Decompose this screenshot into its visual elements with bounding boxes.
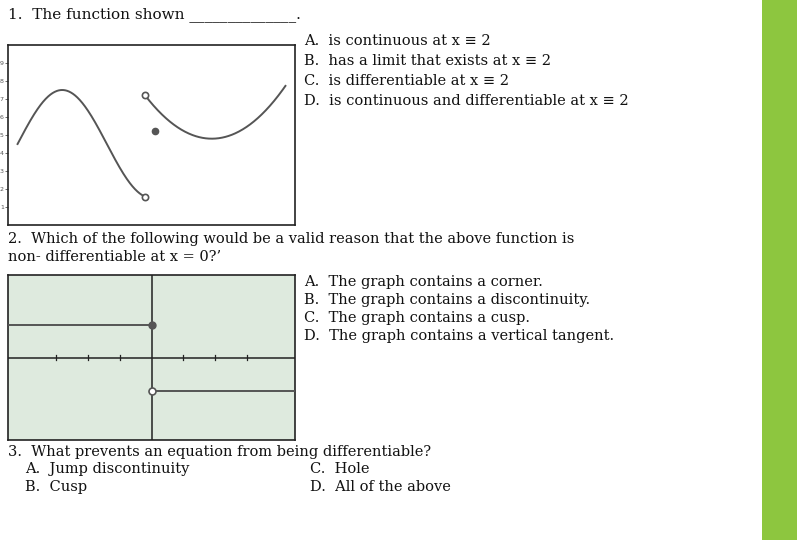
Text: B.  has a limit that exists at x ≡ 2: B. has a limit that exists at x ≡ 2: [304, 54, 551, 68]
Text: D.  All of the above: D. All of the above: [310, 480, 451, 494]
Text: C.  The graph contains a cusp.: C. The graph contains a cusp.: [304, 311, 530, 325]
Text: B.  Cusp: B. Cusp: [25, 480, 87, 494]
Bar: [762, 0, 797, 540]
Text: A.  The graph contains a corner.: A. The graph contains a corner.: [304, 275, 543, 289]
Text: C.  is differentiable at x ≡ 2: C. is differentiable at x ≡ 2: [304, 74, 509, 88]
Text: 3.  What prevents an equation from being differentiable?: 3. What prevents an equation from being …: [8, 445, 431, 459]
Text: 2.  Which of the following would be a valid reason that the above function is
no: 2. Which of the following would be a val…: [8, 232, 575, 265]
Text: D.  is continuous and differentiable at x ≡ 2: D. is continuous and differentiable at x…: [304, 94, 629, 108]
Text: 1.  The function shown ______________.: 1. The function shown ______________.: [8, 7, 301, 22]
Text: A.  is continuous at x ≡ 2: A. is continuous at x ≡ 2: [304, 34, 491, 48]
Text: A.  Jump discontinuity: A. Jump discontinuity: [25, 462, 190, 476]
Text: B.  The graph contains a discontinuity.: B. The graph contains a discontinuity.: [304, 293, 590, 307]
Text: C.  Hole: C. Hole: [310, 462, 370, 476]
Text: D.  The graph contains a vertical tangent.: D. The graph contains a vertical tangent…: [304, 329, 614, 343]
